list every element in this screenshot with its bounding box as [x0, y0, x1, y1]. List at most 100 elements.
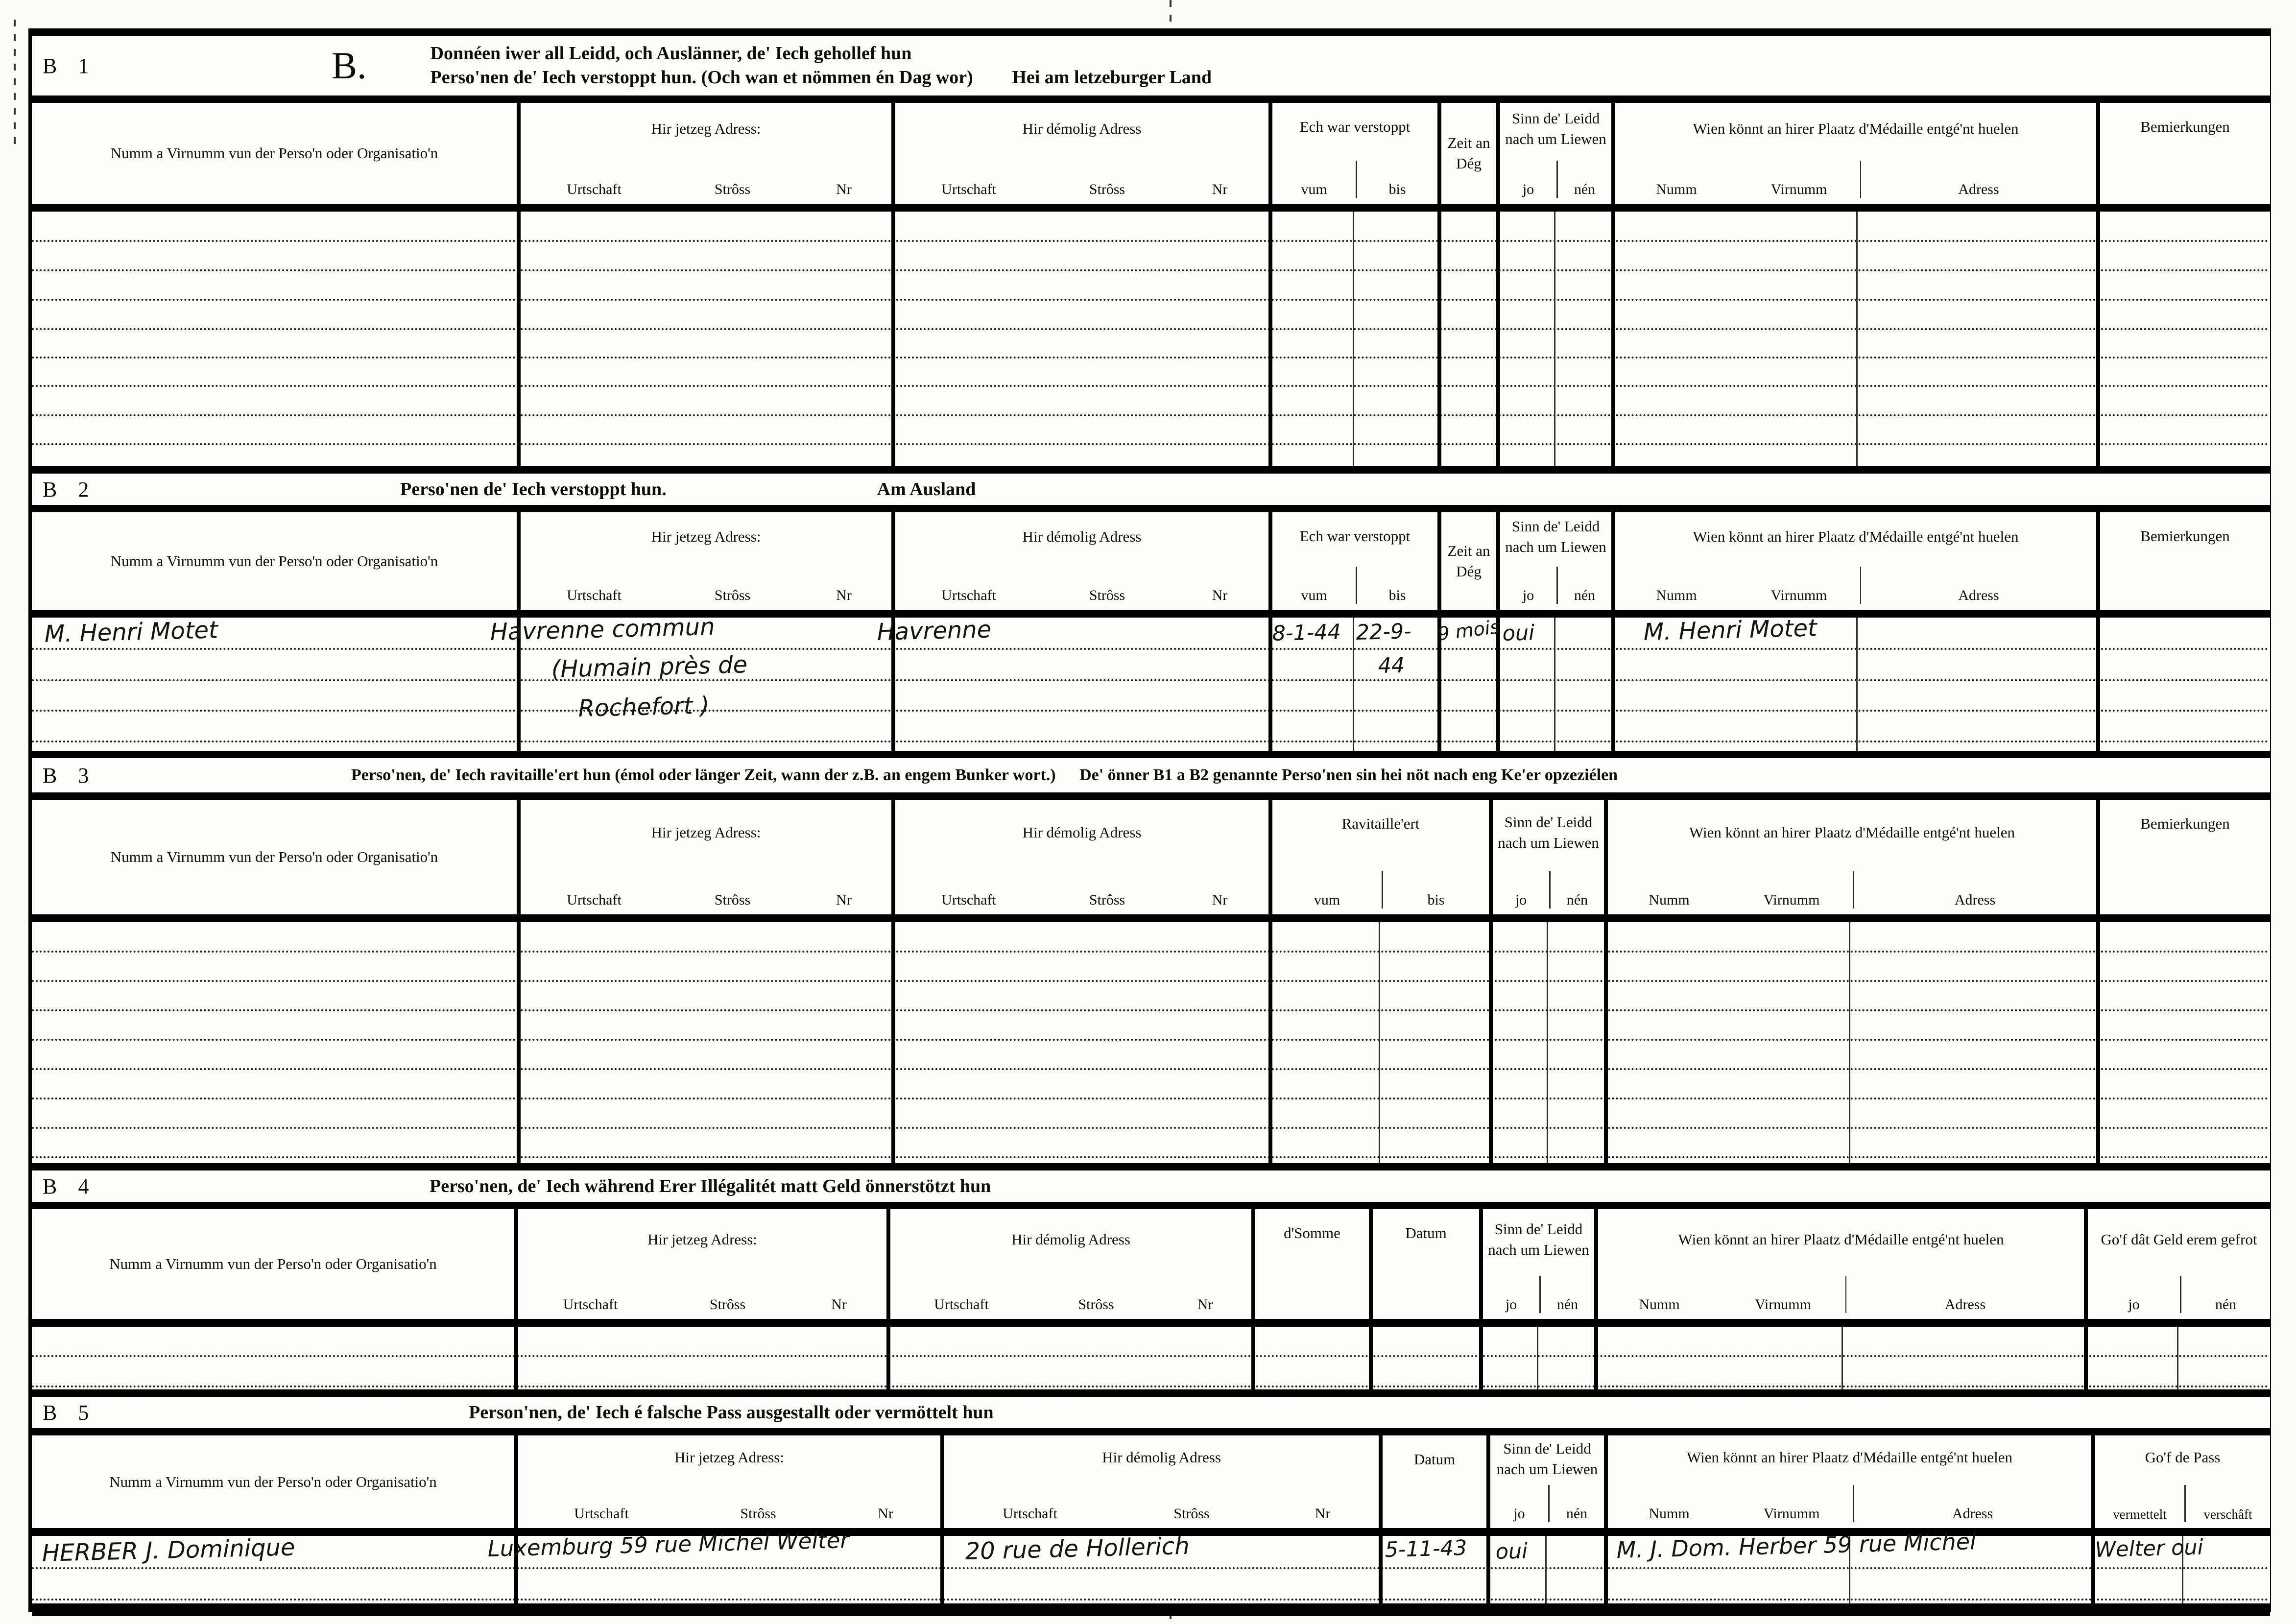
b5-sub-verschaft: verschâft — [2184, 1485, 2270, 1522]
section-b4-title-bar: B 4 Perso'nen, de' Iech während Erer Ill… — [32, 1163, 2270, 1209]
b5-sub-vermettelt: vermettelt — [2113, 1507, 2167, 1522]
section-b1-body — [32, 212, 2270, 466]
b2-sub-urtschaft: Urtschaft — [567, 587, 622, 603]
section-b2-id: B 2 — [43, 477, 97, 502]
b1-col-demolig-label: Hir démolig Adress — [1022, 120, 1142, 138]
b5-entry-demolig: 20 rue de Hollerich — [965, 1532, 1190, 1565]
section-b5-body: HERBER J. Dominique Luxemburg 59 rue Mic… — [32, 1527, 2270, 1603]
b2-vline — [1437, 618, 1441, 751]
b2-sub-adress: Adress — [1860, 567, 2096, 604]
b2-vline — [517, 618, 521, 751]
b5-sub-urtschaft: Urtschaft — [574, 1505, 629, 1522]
b3-col-demolig: Hir démolig Adress Urtschaft Strôss Nr — [891, 800, 1268, 914]
b3-sub-virnumm: Virnumm — [1763, 892, 1820, 908]
b1-col-verstoppt: Ech war verstoppt vum bis — [1268, 103, 1437, 204]
b4-col-gof: Go'f dât Geld erem gefrot jo nén — [2084, 1209, 2270, 1319]
b1-vline-thin — [1856, 212, 1858, 466]
b2-sub-jo: jo — [1522, 587, 1534, 603]
b4-sub-stross2: Strôss — [1078, 1296, 1114, 1313]
b4-col-datum: Datum — [1369, 1209, 1479, 1319]
b5-sub-nr2: Nr — [1315, 1505, 1331, 1522]
b3-row-6 — [32, 1070, 2270, 1099]
b1-col-name: Numm a Virnumm vun der Perso'n oder Orga… — [32, 103, 517, 204]
b3-col-rav: Ravitaille'ert vum bis — [1268, 800, 1489, 914]
b1-row-1 — [32, 212, 2270, 242]
b2-entry-bis-line1: 22-9- — [1356, 619, 1412, 645]
section-b2-body: M. Henri Motet Havrenne commun (Humain p… — [32, 613, 2270, 751]
b2-entry-name: M. Henri Motet — [44, 616, 218, 648]
b5-row-2 — [32, 1569, 2270, 1600]
fold-mark-bottom — [1170, 1612, 1172, 1624]
b1-col-verstoppt-subs: vum bis — [1272, 155, 1437, 204]
b5-col-gofpass-label: Go'f de Pass — [2145, 1448, 2221, 1466]
b5-vline — [1604, 1536, 1608, 1603]
b2-sub-stross2: Strôss — [1089, 587, 1125, 603]
b1-col-sinn-label: Sinn de' Leidd nach um Liewen — [1505, 110, 1606, 147]
b1-sub-vum: vum — [1301, 181, 1327, 197]
b1-vline — [1437, 212, 1441, 466]
section-b2-subtitle: Am Ausland — [877, 479, 976, 500]
b2-col-sinn-subs: jo nén — [1500, 561, 1611, 610]
b5-col-datum-label: Datum — [1413, 1451, 1456, 1468]
b3-row-1 — [32, 922, 2270, 953]
b3-col-rav-label: Ravitaille'ert — [1341, 815, 1420, 832]
b3-vline — [1489, 922, 1493, 1163]
b2-col-jetzeg-label: Hir jetzeg Adress: — [651, 527, 761, 545]
b5-vline — [514, 1536, 518, 1603]
b4-sub-gof-jo: jo — [2128, 1296, 2140, 1313]
b2-row-3 — [32, 681, 2270, 712]
section-b1-column-header: Numm a Virnumm vun der Perso'n oder Orga… — [32, 103, 2270, 212]
questionnaire-form: B 1 B. Donnéen iwer all Leidd, och Auslä… — [32, 28, 2270, 1616]
b3-col-sinn-subs: jo nén — [1493, 865, 1604, 914]
b3-row-7 — [32, 1099, 2270, 1129]
b3-col-wien: Wien könnt an hirer Plaatz d'Médaille en… — [1604, 800, 2096, 914]
b5-sub-virnumm: Virnumm — [1763, 1505, 1820, 1522]
b1-row-6 — [32, 358, 2270, 387]
section-b3-title-bar: B 3 Perso'nen, de' Iech ravitaille'ert h… — [32, 751, 2270, 800]
b4-col-somme: d'Somme — [1251, 1209, 1369, 1319]
b4-sub-jo: jo — [1505, 1296, 1517, 1313]
b1-col-demolig-subs: Urtschaft Strôss Nr — [895, 155, 1268, 204]
b1-sub-nr: Nr — [836, 181, 852, 197]
b1-col-wien-label: Wien könnt an hirer Plaatz d'Médaille en… — [1693, 120, 2019, 138]
b1-col-zeit: Zeit an Dég — [1437, 103, 1496, 204]
b1-col-sinn: Sinn de' Leidd nach um Liewen jo nén — [1496, 103, 1611, 204]
b1-sub-stross2: Strôss — [1089, 181, 1125, 197]
b2-sub-nen: nén — [1556, 567, 1611, 604]
b4-col-demolig: Hir démolig Adress Urtschaft Strôss Nr — [886, 1209, 1251, 1319]
b3-col-name-label: Numm a Virnumm vun der Perso'n oder Orga… — [110, 848, 438, 866]
b2-vline-thin — [1353, 618, 1354, 751]
b2-col-verstoppt: Ech war verstoppt vum bis — [1268, 512, 1437, 610]
b4-col-jetzeg-label: Hir jetzeg Adress: — [647, 1231, 757, 1248]
b3-sub-nr2: Nr — [1212, 892, 1228, 908]
b2-col-demolig-subs: Urtschaft Strôss Nr — [895, 561, 1268, 610]
b2-vline-thin — [1856, 618, 1858, 751]
b3-row-2 — [32, 953, 2270, 982]
b5-col-jetzeg-subs: Urtschaft Strôss Nr — [518, 1479, 940, 1528]
section-b5-id: B 5 — [43, 1400, 97, 1425]
b2-vline — [891, 618, 895, 751]
b2-entry-wien: M. Henri Motet — [1643, 614, 1818, 646]
section-b4-body — [32, 1327, 2270, 1389]
b3-vline-thin — [1379, 922, 1380, 1163]
b2-sub-urtschaft2: Urtschaft — [941, 587, 996, 603]
b4-vline — [1594, 1327, 1598, 1389]
b4-vline — [1369, 1327, 1373, 1389]
b5-col-wien: Wien könnt an hirer Plaatz d'Médaille en… — [1604, 1435, 2091, 1528]
section-b3-body — [32, 922, 2270, 1163]
section-b4-column-header: Numm a Virnumm vun der Perso'n oder Orga… — [32, 1209, 2270, 1327]
b5-col-demolig-subs: Urtschaft Strôss Nr — [944, 1479, 1379, 1528]
b4-row-1 — [32, 1327, 2270, 1357]
b3-col-name: Numm a Virnumm vun der Perso'n oder Orga… — [32, 800, 517, 914]
b2-row-2 — [32, 650, 2270, 681]
b5-col-wien-subs: Numm Virnumm Adress — [1608, 1479, 2091, 1528]
b3-col-demolig-subs: Urtschaft Strôss Nr — [895, 865, 1268, 914]
b2-col-name-label: Numm a Virnumm vun der Perso'n oder Orga… — [110, 552, 438, 570]
b3-vline-thin — [1547, 922, 1548, 1163]
b1-col-wien-subs: Numm Virnumm Adress — [1615, 155, 2096, 204]
section-b1-title-line2b: Hei am letzeburger Land — [1012, 67, 1212, 88]
b1-vline — [517, 212, 521, 466]
b4-col-datum-label: Datum — [1405, 1224, 1447, 1242]
b2-vline — [1268, 618, 1272, 751]
